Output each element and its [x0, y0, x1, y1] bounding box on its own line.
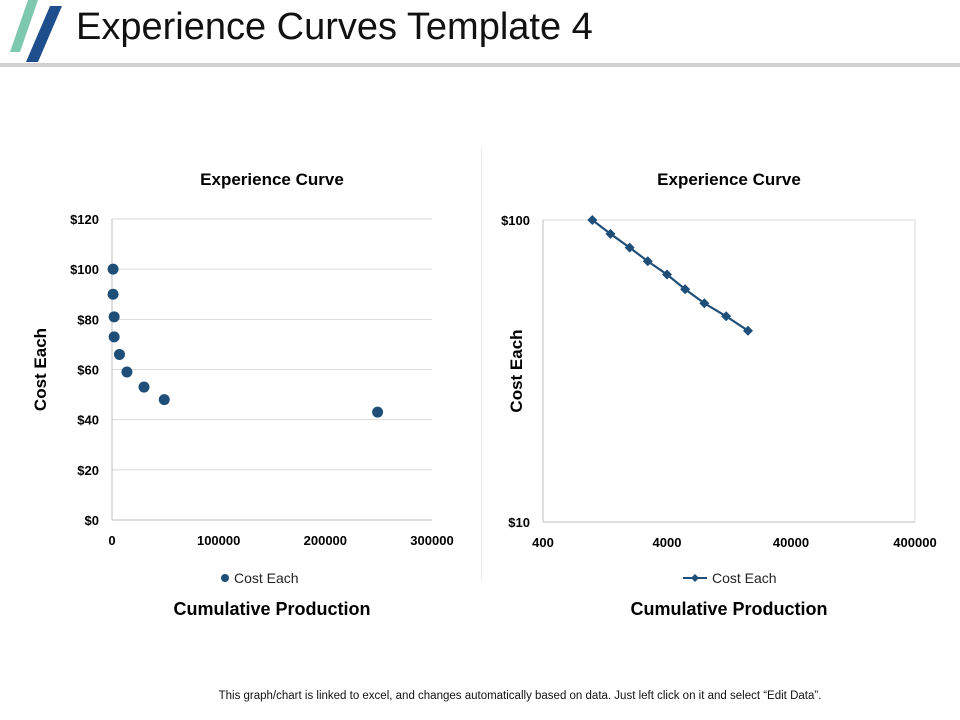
y-tick-label: $120	[70, 212, 99, 227]
data-point-marker	[721, 311, 732, 322]
y-axis-title: Cost Each	[31, 328, 50, 411]
chart-title: Experience Curve	[200, 170, 344, 189]
title-divider	[0, 63, 960, 67]
loglog-chart-panel[interactable]: Experience Curve $10 $100 400 4000 40000 40000…	[483, 140, 958, 619]
x-tick-label: 200000	[304, 533, 347, 548]
data-point	[107, 288, 119, 300]
legend-marker-icon	[691, 574, 699, 582]
x-tick-label: 0	[108, 533, 115, 548]
y-tick-label: $100	[70, 262, 99, 277]
x-tick-label: 400000	[893, 535, 936, 550]
data-point-marker	[742, 325, 753, 336]
y-axis-title: Cost Each	[507, 329, 526, 412]
logo-stripe-teal	[10, 0, 38, 52]
legend-marker-icon	[221, 574, 229, 582]
x-tick-label: 40000	[773, 535, 809, 550]
data-point-marker	[605, 228, 616, 239]
data-point	[138, 381, 150, 393]
x-axis-title: Cumulative Production	[173, 599, 370, 619]
data-point-marker	[680, 284, 691, 295]
y-tick-label: $100	[501, 213, 530, 228]
data-point	[372, 406, 384, 418]
data-point-marker	[662, 269, 672, 280]
y-tick-label: $10	[508, 515, 530, 530]
page-title: Experience Curves Template 4	[76, 6, 593, 48]
logo-stripe-navy	[26, 6, 62, 62]
data-point	[108, 311, 120, 323]
x-tick-label: 300000	[410, 533, 453, 548]
x-tick-label: 100000	[197, 533, 240, 548]
data-point-marker	[624, 242, 635, 253]
y-tick-label: $60	[77, 363, 99, 378]
data-point	[121, 366, 133, 378]
data-point	[107, 263, 119, 275]
y-tick-label: $0	[85, 513, 99, 528]
data-point-marker	[587, 215, 598, 225]
scatter-chart-panel[interactable]: Experience Curve $0 $20 $40 $60 $80 $100 $120 0 1…	[4, 140, 479, 619]
x-tick-label: 4000	[653, 535, 682, 550]
experience-curve-scatter-chart[interactable]: Experience Curve $0 $20 $40 $60 $80 $100 $120 0 1…	[4, 140, 479, 619]
footer-note: This graph/chart is linked to excel, and…	[218, 690, 822, 702]
y-tick-label: $80	[77, 312, 99, 327]
legend-label: Cost Each	[234, 570, 299, 586]
data-point-marker	[699, 298, 710, 309]
x-tick-label: 400	[532, 535, 554, 550]
chart-panel-divider	[481, 148, 482, 580]
logo-stripes	[10, 0, 62, 62]
y-tick-label: $20	[77, 463, 99, 478]
y-tick-label: $40	[77, 413, 99, 428]
data-point	[158, 394, 170, 406]
legend-label: Cost Each	[712, 570, 777, 586]
data-point-marker	[642, 256, 653, 267]
experience-curve-loglog-chart[interactable]: Experience Curve $10 $100 400 4000 40000 40000…	[483, 140, 958, 619]
data-point	[113, 348, 125, 360]
x-axis-title: Cumulative Production	[630, 599, 827, 619]
data-point	[108, 331, 120, 343]
chart-title: Experience Curve	[657, 170, 801, 189]
